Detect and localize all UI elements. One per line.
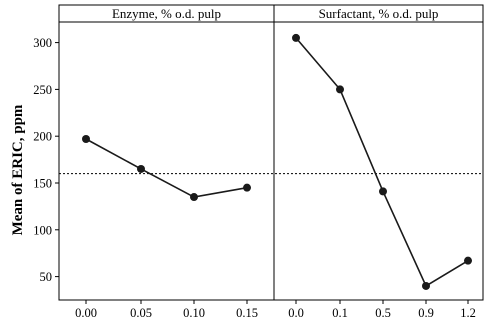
x-tick-label: 0.15 [236,306,258,320]
y-axis: 50 100 150 200 250 300 [33,4,484,301]
data-point [292,33,300,42]
data-point [243,183,251,192]
data-point [82,135,90,144]
y-tick-label: 100 [33,223,52,237]
x-tick-label: 0.05 [130,306,152,320]
y-tick-label: 300 [33,36,52,50]
y-tick-label: 200 [33,130,52,144]
panel-title: Enzyme, % o.d. pulp [112,6,221,21]
data-point [336,85,344,94]
panel-1: Enzyme, % o.d. pulp 0.00 0.05 0.10 0.15 [75,6,258,320]
data-point [464,256,472,265]
series-line [295,37,469,288]
data-point [137,164,145,173]
x-tick-label: 1.2 [460,306,476,320]
y-tick-label: 250 [33,83,52,97]
data-point [422,281,430,290]
x-tick-label: 0.0 [288,306,304,320]
y-tick-label: 150 [33,176,52,190]
x-tick-label: 0.9 [418,306,434,320]
panels: Enzyme, % o.d. pulp 0.00 0.05 0.10 0.15 Surfa… [75,6,476,320]
y-tick-label: 50 [40,270,53,284]
y-axis-label: Mean of ERIC, ppm [10,104,26,235]
series-line [85,138,248,198]
x-tick-label: 0.00 [75,306,97,320]
x-tick-label: 0.10 [183,306,205,320]
data-point [190,193,198,202]
panel-2: Surfactant, % o.d. pulp 0.0 0.1 0.5 0.9 1.2 [288,6,476,320]
chart-frame [58,4,484,301]
panel-title: Surfactant, % o.d. pulp [319,6,439,21]
x-tick-label: 0.1 [332,306,348,320]
data-point [379,187,387,196]
x-tick-label: 0.5 [375,306,391,320]
